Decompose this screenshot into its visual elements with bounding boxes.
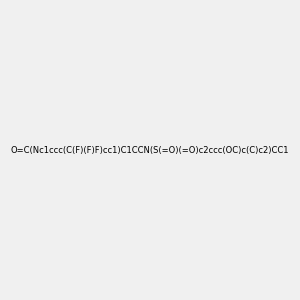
Text: O=C(Nc1ccc(C(F)(F)F)cc1)C1CCN(S(=O)(=O)c2ccc(OC)c(C)c2)CC1: O=C(Nc1ccc(C(F)(F)F)cc1)C1CCN(S(=O)(=O)c…: [11, 146, 289, 154]
